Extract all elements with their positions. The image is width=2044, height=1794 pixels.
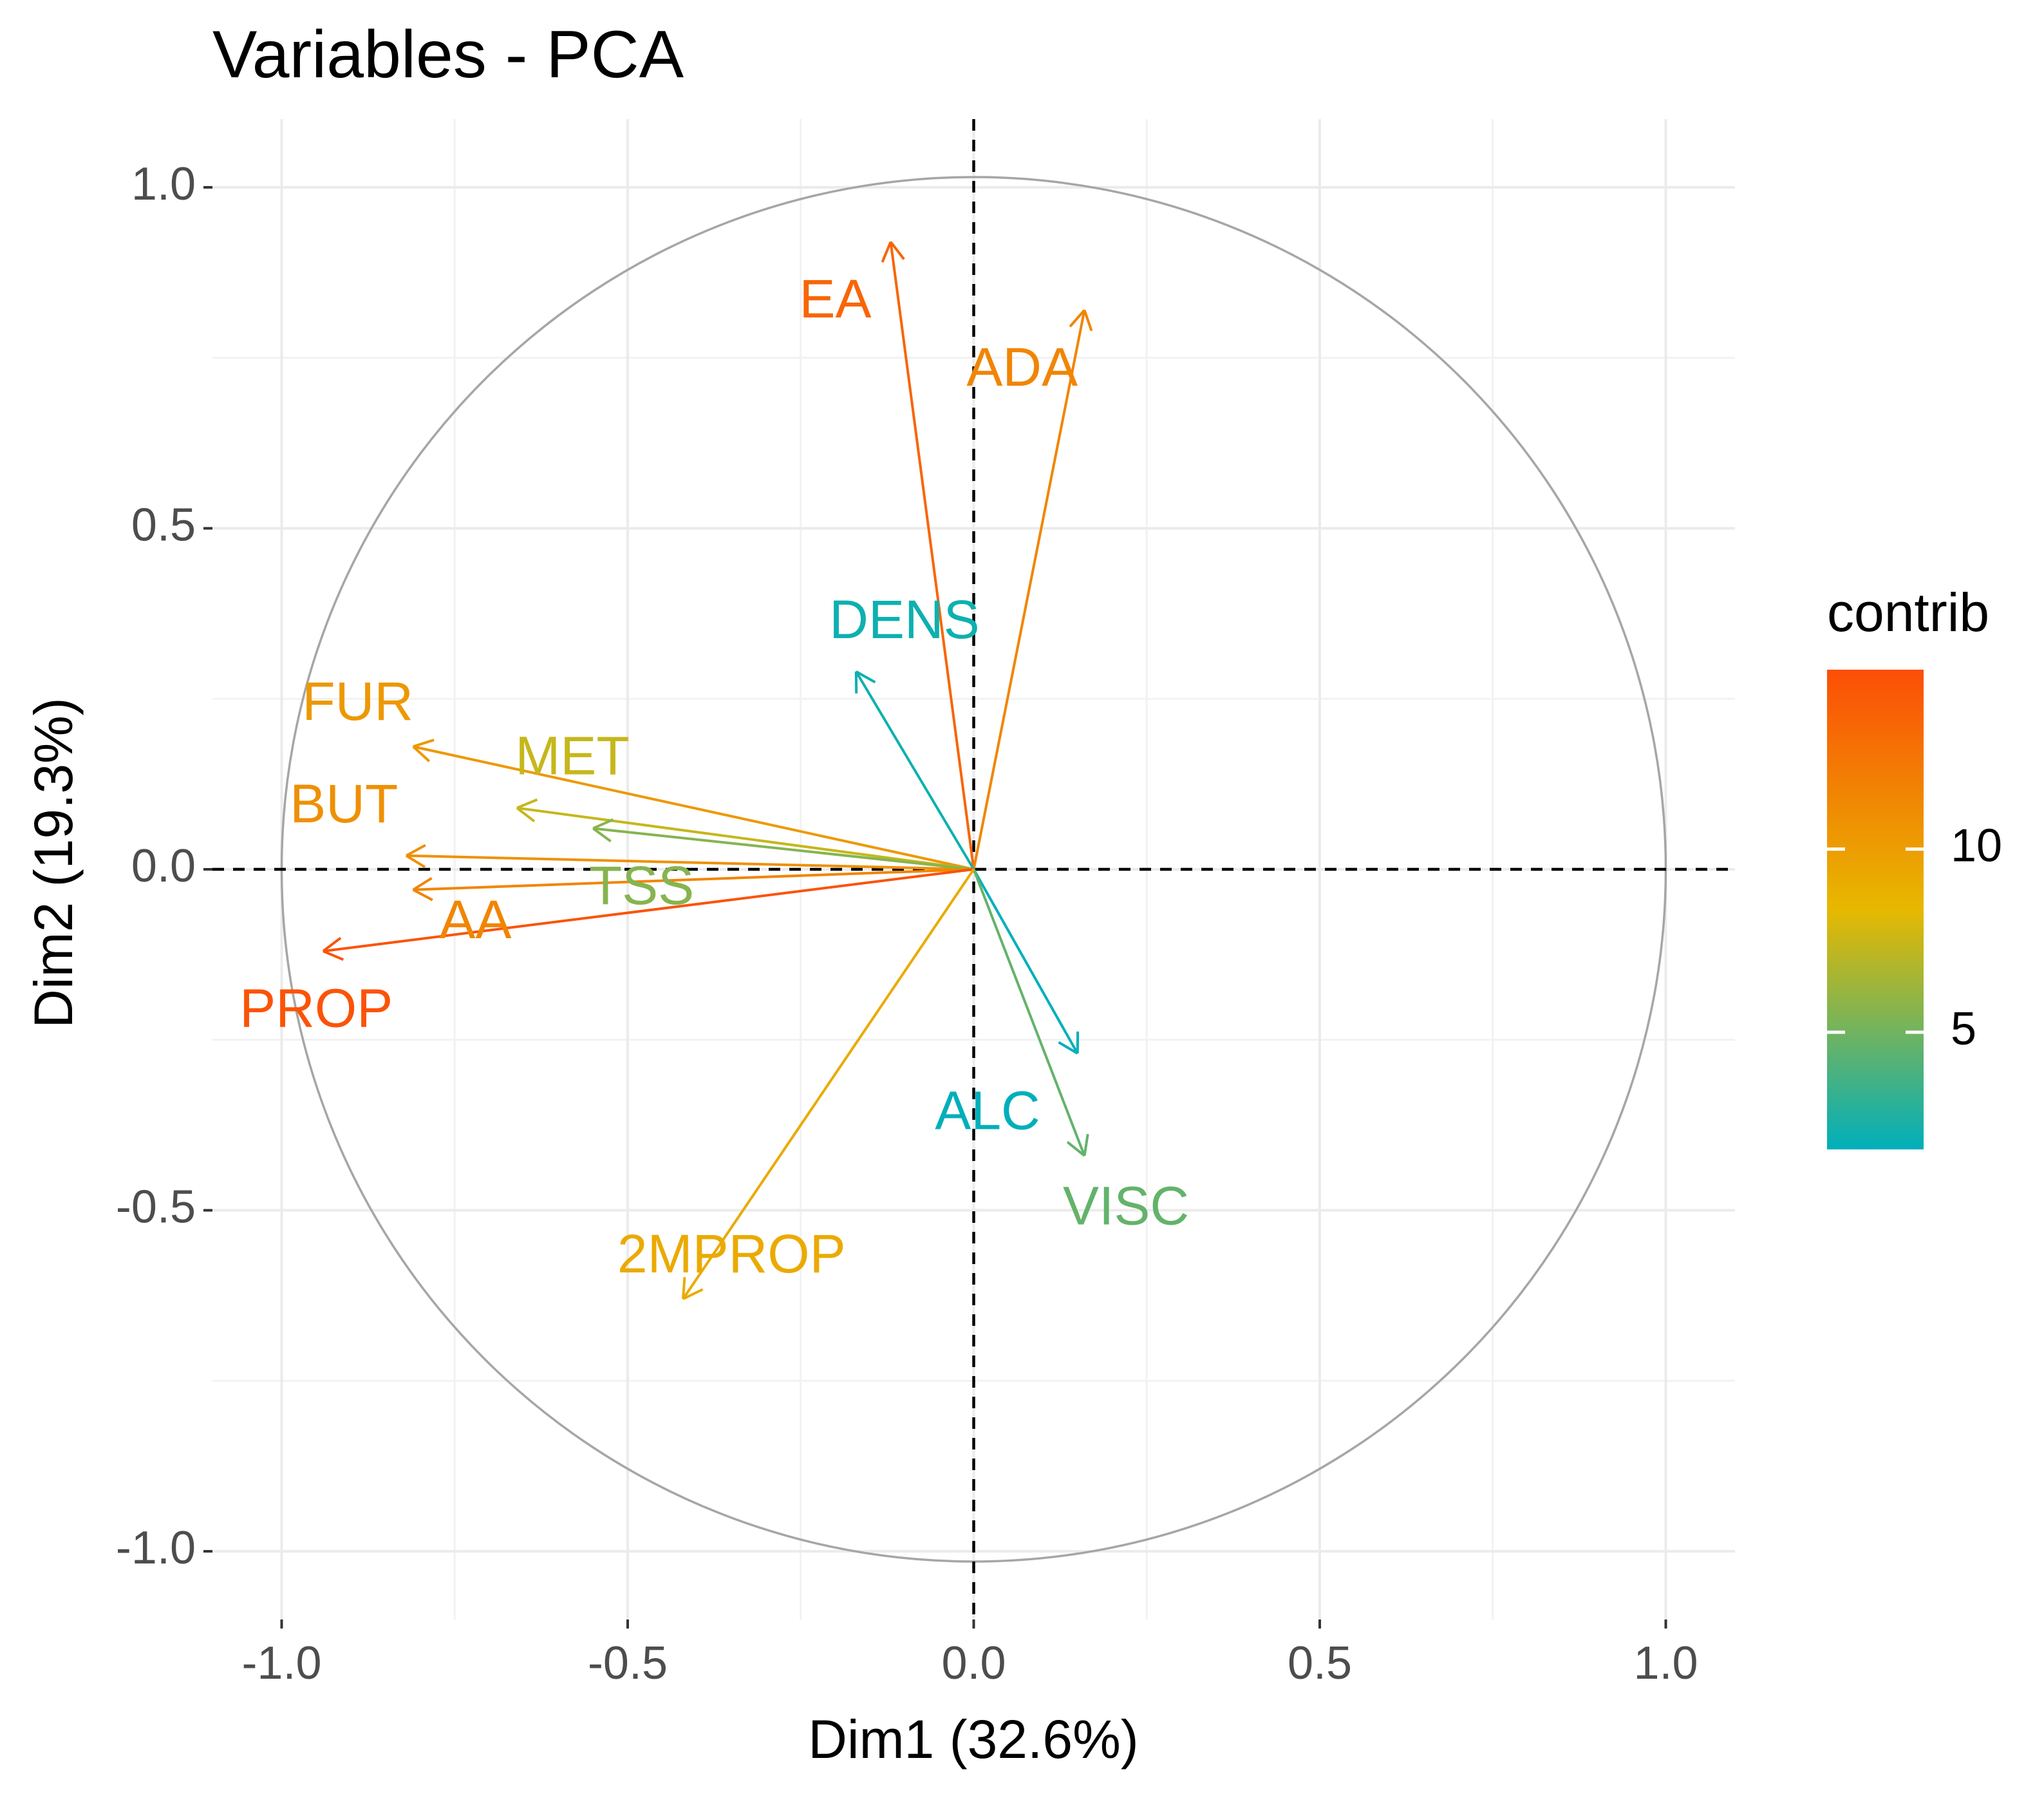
arrow-but (405, 844, 974, 871)
legend-ticks: 5 10 (1827, 820, 2002, 1055)
legend-tick-label: 5 (1951, 1003, 1976, 1055)
arrow-fur (412, 739, 974, 871)
arrow-head (516, 798, 538, 809)
y-tick-label: 0.0 (131, 840, 196, 892)
arrow-head (516, 807, 536, 823)
arrow-head (1066, 1140, 1085, 1157)
arrow-head (412, 877, 433, 891)
arrow-prop (322, 868, 974, 961)
y-tick-label: 1.0 (131, 158, 196, 210)
y-axis: -1.0 -0.5 0.0 0.5 1.0 (116, 158, 212, 1574)
x-axis: -1.0 -0.5 0.0 0.5 1.0 (241, 1619, 1698, 1689)
arrow-visc (972, 869, 1089, 1157)
arrow-head (412, 745, 431, 762)
variable-label-but: BUT (290, 773, 398, 834)
arrow-aa (412, 868, 974, 902)
arrow-head (881, 241, 892, 263)
variable-label-fur: FUR (302, 671, 413, 732)
arrow-head (592, 827, 612, 843)
arrow-head (1058, 1041, 1078, 1055)
variable-label-alc: ALC (935, 1080, 1040, 1140)
arrow-head (1083, 309, 1093, 332)
chart-title: Variables - PCA (212, 17, 684, 92)
arrow-ea (881, 241, 975, 870)
x-tick-label: -0.5 (588, 1638, 668, 1689)
arrow-head (323, 950, 344, 961)
variable-label-ea: EA (799, 269, 871, 329)
variable-label-prop: PROP (239, 978, 393, 1039)
arrow-shaft (406, 854, 974, 871)
arrow-head (855, 670, 876, 684)
arrow-alc (972, 869, 1080, 1055)
y-tick-label: 0.5 (131, 499, 196, 551)
x-axis-title: Dim1 (32.6%) (808, 1709, 1138, 1770)
arrow-shaft (413, 745, 974, 871)
arrow-shaft (889, 241, 975, 870)
arrow-shaft (972, 310, 1086, 870)
arrow-head (889, 241, 905, 260)
plot-panel: EA ADA DENS FUR MET BUT TSS AA PROP ALC VISC 2MPROP (212, 119, 1735, 1619)
arrow-shaft (972, 869, 1086, 1157)
y-tick-label: -0.5 (116, 1182, 196, 1233)
variable-label-ada: ADA (966, 337, 1078, 397)
arrow-shaft (516, 806, 974, 871)
variable-label-dens: DENS (829, 589, 979, 650)
x-tick-label: 0.0 (941, 1638, 1006, 1689)
arrow-head (682, 1288, 704, 1301)
arrow-head (406, 844, 426, 857)
x-tick-label: 0.5 (1288, 1638, 1352, 1689)
arrow-dens (854, 670, 975, 871)
legend-title: contrib (1827, 582, 1989, 643)
y-tick-label: -1.0 (116, 1522, 196, 1574)
arrow-head (1083, 1133, 1089, 1157)
variable-label-aa: AA (439, 889, 511, 950)
arrow-shaft (682, 868, 975, 1300)
variable-label-2mprop: 2MPROP (617, 1223, 846, 1284)
arrow-head (405, 855, 426, 869)
x-tick-label: 1.0 (1633, 1638, 1698, 1689)
arrow-head (592, 818, 614, 830)
arrow-shaft (413, 868, 974, 891)
arrow-tss (592, 818, 974, 871)
y-axis-title: Dim2 (19.3%) (23, 697, 84, 1028)
variable-label-met: MET (515, 726, 629, 786)
arrow-shaft (855, 670, 975, 871)
arrow-head (413, 739, 435, 748)
variable-label-tss: TSS (589, 855, 694, 916)
arrow-head (322, 936, 342, 952)
arrow-met (516, 798, 974, 871)
legend: contrib 5 10 (1827, 582, 2002, 1149)
legend-colorbar (1827, 670, 1924, 1149)
arrow-shaft (593, 827, 974, 871)
arrow-shaft (972, 869, 1079, 1054)
arrow-head (682, 1277, 686, 1299)
arrow-2mprop (682, 868, 975, 1301)
arrow-head (1069, 309, 1086, 328)
arrow-ada (972, 309, 1093, 870)
variable-arrows (322, 241, 1093, 1301)
legend-tick-label: 10 (1951, 820, 2002, 872)
arrow-shaft (323, 868, 974, 953)
x-tick-label: -1.0 (241, 1638, 321, 1689)
arrow-head (412, 889, 433, 902)
variable-labels: EA ADA DENS FUR MET BUT TSS AA PROP ALC VISC 2MPROP (239, 269, 1189, 1284)
variable-label-visc: VISC (1063, 1176, 1189, 1236)
